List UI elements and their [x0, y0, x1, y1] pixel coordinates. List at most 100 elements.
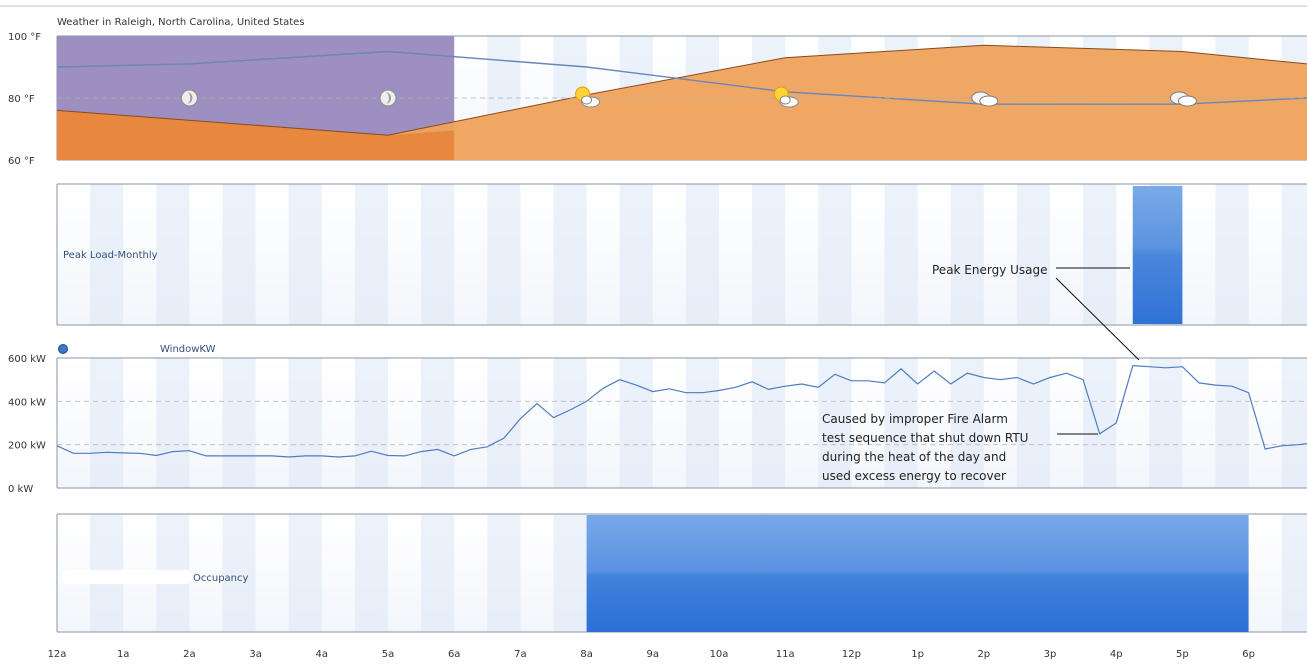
time-stripe — [685, 184, 719, 325]
cause-annotation-line: Caused by improper Fire Alarm — [822, 412, 1008, 426]
hour-tick-label: 2a — [183, 649, 196, 660]
occupancy-label: Occupancy — [193, 573, 249, 584]
time-stripe — [487, 184, 521, 325]
time-stripe — [752, 184, 786, 325]
time-stripe — [156, 184, 190, 325]
time-stripe — [222, 514, 256, 632]
time-stripe — [619, 358, 653, 488]
legend-marker-icon — [58, 344, 68, 354]
time-stripe — [1215, 358, 1249, 488]
hour-tick-label: 10a — [710, 649, 729, 660]
kw-y-tick: 400 kW — [8, 397, 46, 408]
peak-pointer-line — [1055, 277, 1140, 361]
hour-tick-label: 7a — [514, 649, 527, 660]
hour-tick-label: 12p — [842, 649, 861, 660]
cloud-front — [979, 95, 999, 107]
peak-energy-label: Peak Energy Usage — [932, 263, 1048, 277]
moon-icon — [379, 89, 397, 107]
occupancy-bar — [586, 515, 1249, 632]
hour-tick-label: 5a — [382, 649, 395, 660]
time-stripe — [288, 358, 322, 488]
legend-label: WindowKW — [160, 344, 216, 355]
weather-y-tick: 60 °F — [8, 156, 35, 167]
temperature-area — [57, 45, 1307, 160]
hour-tick-label: 6a — [448, 649, 461, 660]
time-stripe — [950, 358, 984, 488]
time-stripe — [950, 184, 984, 325]
time-stripe — [354, 184, 388, 325]
time-stripe — [1281, 514, 1307, 632]
time-stripe — [1281, 358, 1307, 488]
kw-y-tick: 600 kW — [8, 354, 46, 365]
hour-tick-label: 12a — [48, 649, 67, 660]
time-stripe — [288, 184, 322, 325]
time-stripe — [884, 184, 918, 325]
peak-load-bar — [1132, 186, 1183, 324]
window-kw-line — [56, 364, 1307, 458]
hour-tick-label: 5p — [1176, 649, 1189, 660]
annotations: Peak Energy Usage Caused by improper Fire… — [822, 263, 1140, 483]
time-stripe — [1215, 184, 1249, 325]
time-stripe — [354, 358, 388, 488]
time-stripe — [421, 514, 455, 632]
time-stripe — [1083, 358, 1117, 488]
time-stripe — [487, 358, 521, 488]
hour-tick-label: 3a — [249, 649, 262, 660]
hour-tick-label: 6p — [1242, 649, 1255, 660]
moon-disc — [180, 89, 198, 107]
partly-sunny-icon — [773, 86, 799, 108]
cloudy-icon — [971, 91, 999, 107]
hour-tick-label: 4p — [1110, 649, 1123, 660]
time-stripe — [553, 358, 587, 488]
time-stripe — [553, 514, 587, 632]
weather-title: Weather in Raleigh, North Carolina, Unit… — [57, 17, 305, 28]
time-stripe — [619, 184, 653, 325]
time-stripe — [752, 358, 786, 488]
temperature-area-night — [57, 110, 455, 160]
cloud-front — [1177, 95, 1197, 107]
time-stripe — [421, 358, 455, 488]
hour-tick-label: 1a — [117, 649, 130, 660]
window-kw-panel: 600 kW 400 kW 200 kW 0 kW WindowKW — [8, 344, 1307, 495]
cause-annotation-line: used excess energy to recover — [822, 469, 1006, 483]
moon-crescent — [186, 92, 193, 104]
time-stripe — [1016, 358, 1050, 488]
time-stripe — [685, 358, 719, 488]
hour-tick-label: 1p — [911, 649, 924, 660]
humidity-line — [56, 50, 1307, 105]
cloud-puff — [581, 95, 593, 105]
peak-load-label: Peak Load-Monthly — [63, 250, 158, 261]
time-stripe — [818, 184, 852, 325]
time-stripe — [1149, 358, 1183, 488]
hour-tick-label: 11a — [776, 649, 795, 660]
redaction-mask — [62, 570, 192, 584]
cloud-puff — [779, 95, 791, 105]
time-stripe — [553, 184, 587, 325]
weather-panel: Weather in Raleigh, North Carolina, Unit… — [8, 17, 1307, 167]
time-stripe — [90, 358, 124, 488]
time-stripe — [288, 514, 322, 632]
time-stripe — [1281, 184, 1307, 325]
weather-y-tick: 80 °F — [8, 94, 35, 105]
kw-y-tick: 0 kW — [8, 484, 33, 495]
hour-tick-label: 2p — [977, 649, 990, 660]
cloudy-icon — [1169, 91, 1197, 107]
hour-tick-label: 9a — [647, 649, 660, 660]
hour-tick-label: 8a — [580, 649, 593, 660]
time-stripe — [421, 184, 455, 325]
time-stripe — [156, 358, 190, 488]
cause-annotation-line: test sequence that shut down RTU — [822, 431, 1028, 445]
time-stripe — [222, 358, 256, 488]
cause-annotation-line: during the heat of the day and — [822, 450, 1006, 464]
time-stripe — [222, 184, 256, 325]
occupancy-panel: Occupancy — [62, 515, 1249, 632]
time-axis: 12a 1a 2a 3a 4a 5a 6a 7a 8a 9a 10a 11a 12p 1p 2p 3p 4p 5p… — [48, 649, 1255, 660]
time-stripe — [354, 514, 388, 632]
kw-y-tick: 200 kW — [8, 441, 46, 452]
weather-y-tick: 100 °F — [8, 32, 41, 43]
moon-crescent — [385, 92, 391, 104]
time-stripe — [818, 358, 852, 488]
hour-tick-label: 4a — [316, 649, 329, 660]
